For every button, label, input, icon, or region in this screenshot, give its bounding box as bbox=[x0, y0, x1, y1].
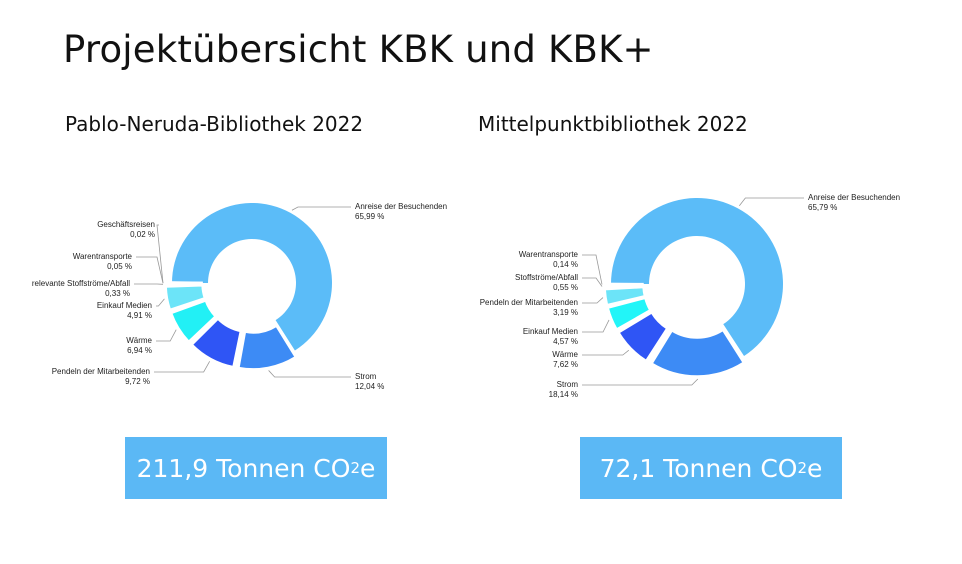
leader-line bbox=[156, 224, 164, 284]
donut-slice bbox=[618, 311, 668, 362]
slice-category: Wärme bbox=[552, 350, 578, 359]
slice-value: 4,57 % bbox=[553, 337, 578, 346]
slice-value: 6,94 % bbox=[127, 346, 152, 355]
chart-title-left: Pablo-Neruda-Bibliothek 2022 bbox=[65, 112, 364, 136]
slice-value: 0,55 % bbox=[553, 283, 578, 292]
slice-value: 0,14 % bbox=[553, 260, 578, 269]
slice-label: Anreise der Besuchenden 65,99 % bbox=[355, 202, 447, 222]
slice-label: Warentransporte 0,14 % bbox=[519, 250, 578, 270]
slice-category: Geschäftsreisen bbox=[97, 220, 155, 229]
slice-value: 9,72 % bbox=[125, 377, 150, 386]
slice-value: 65,79 % bbox=[808, 203, 838, 212]
slice-category: Strom bbox=[556, 380, 578, 389]
slice-value: 4,91 % bbox=[127, 311, 152, 320]
slice-category: relevante Stoffströme/Abfall bbox=[31, 279, 130, 288]
slice-category: Stoffströme/Abfall bbox=[515, 273, 578, 282]
donut-slice bbox=[607, 297, 651, 330]
donut-slice bbox=[172, 203, 333, 351]
slice-category: Anreise der Besuchenden bbox=[808, 193, 901, 202]
donut-slice bbox=[165, 284, 206, 311]
donut-slice bbox=[651, 329, 745, 377]
slice-category: Warentransporte bbox=[72, 252, 132, 261]
leader-line bbox=[291, 206, 351, 211]
chart-title-right: Mittelpunktbibliothek 2022 bbox=[478, 112, 748, 136]
leader-line bbox=[582, 378, 699, 386]
leader-line bbox=[582, 297, 604, 304]
leader-line bbox=[156, 298, 165, 307]
slice-label: Geschäftsreisen 0,02 % bbox=[97, 220, 155, 240]
slice-label: Einkauf Medien 4,91 % bbox=[97, 301, 152, 321]
donut-slice bbox=[611, 197, 783, 356]
slice-label: Anreise der Besuchenden 65,79 % bbox=[808, 193, 900, 213]
slice-label: Pendeln der Mitarbeitenden 3,19 % bbox=[480, 298, 578, 318]
slice-category: Anreise der Besuchenden bbox=[355, 202, 448, 211]
leader-line bbox=[582, 254, 603, 285]
slice-category: Strom bbox=[355, 372, 377, 381]
slice-value: 0,33 % bbox=[105, 289, 130, 298]
slice-label: Strom 18,14 % bbox=[549, 380, 578, 400]
leader-line bbox=[739, 197, 804, 206]
donut-slice bbox=[191, 318, 242, 368]
slice-label: Einkauf Medien 4,57 % bbox=[523, 327, 578, 347]
total-emissions-right: 72,1 Tonnen CO 2 e bbox=[580, 437, 842, 499]
donut-slice bbox=[165, 281, 203, 284]
slice-value: 18,14 % bbox=[548, 390, 578, 399]
donut-slice bbox=[604, 286, 646, 306]
leader-line bbox=[582, 319, 610, 333]
slice-label: relevante Stoffströme/Abfall 0,33 % bbox=[32, 279, 130, 299]
slice-category: Pendeln der Mitarbeitenden bbox=[479, 298, 578, 307]
page-title: Projektübersicht KBK und KBK+ bbox=[63, 28, 654, 71]
leader-line bbox=[268, 370, 351, 378]
slice-value: 65,99 % bbox=[355, 212, 385, 221]
slice-category: Einkauf Medien bbox=[522, 327, 578, 336]
slice-label: Warentransporte 0,05 % bbox=[73, 252, 132, 272]
leader-line bbox=[582, 277, 603, 287]
donut-slice bbox=[604, 284, 644, 288]
slice-label: Wärme 6,94 % bbox=[126, 336, 152, 356]
slice-category: Einkauf Medien bbox=[96, 301, 152, 310]
leader-line bbox=[582, 349, 630, 356]
slice-label: Stoffströme/Abfall 0,55 % bbox=[515, 273, 578, 293]
slice-category: Warentransporte bbox=[518, 250, 578, 259]
slice-value: 12,04 % bbox=[355, 382, 385, 391]
slice-value: 7,62 % bbox=[553, 360, 578, 369]
slice-value: 3,19 % bbox=[553, 308, 578, 317]
slice-label: Wärme 7,62 % bbox=[552, 350, 578, 370]
slice-value: 0,02 % bbox=[130, 230, 155, 239]
leader-line bbox=[136, 256, 164, 284]
slice-value: 0,05 % bbox=[107, 262, 132, 271]
donut-slice bbox=[165, 282, 203, 285]
slice-category: Pendeln der Mitarbeitenden bbox=[51, 367, 150, 376]
total-emissions-left: 211,9 Tonnen CO 2 e bbox=[125, 437, 387, 499]
slice-label: Strom 12,04 % bbox=[355, 372, 384, 392]
leader-line bbox=[156, 329, 177, 342]
leader-line bbox=[154, 361, 211, 373]
donut-slice bbox=[170, 300, 216, 343]
slice-label: Pendeln der Mitarbeitenden 9,72 % bbox=[52, 367, 150, 387]
slice-category: Wärme bbox=[126, 336, 152, 345]
donut-slice bbox=[238, 325, 297, 370]
